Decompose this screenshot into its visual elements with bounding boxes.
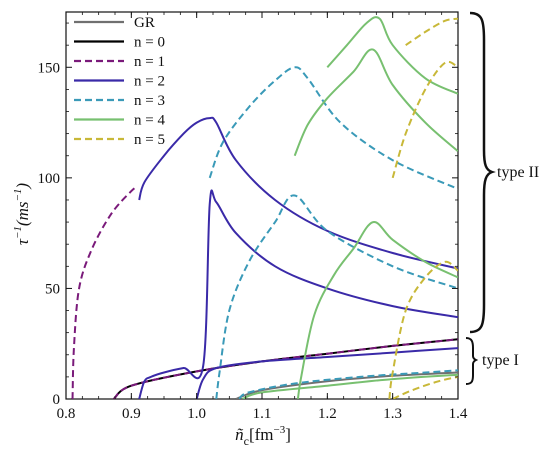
- x-axis-label: ñc[fm−3]: [235, 424, 291, 448]
- type-i-bracket: type I: [465, 337, 519, 385]
- y-axis-label: τ−1(ms−1): [12, 183, 32, 246]
- legend-label: n = 5: [134, 132, 165, 148]
- series-line-6: [195, 347, 458, 399]
- legend-label: GR: [134, 15, 155, 31]
- series-line-8: [208, 66, 458, 190]
- series-line-5: [138, 116, 458, 270]
- series-line-10: [296, 221, 458, 399]
- svg-text:τ−1(ms−1): τ−1(ms−1): [12, 183, 32, 246]
- series-line-15: [391, 60, 458, 179]
- y-tick-label: 50: [45, 281, 60, 297]
- legend-label: n = 4: [134, 113, 165, 129]
- series-line-12: [326, 16, 458, 95]
- x-tick-label: 0.9: [122, 406, 141, 422]
- series-line-14: [388, 260, 458, 399]
- legend-label: n = 2: [134, 74, 165, 90]
- y-tick-label: 100: [38, 171, 61, 187]
- series-layer: [71, 16, 458, 399]
- series-line-16: [405, 17, 458, 47]
- x-tick-label: 0.8: [57, 406, 76, 422]
- y-tick-label: 150: [38, 60, 61, 76]
- series-line-7: [215, 194, 458, 399]
- series-line-13: [242, 373, 458, 399]
- svg-text:ñc[fm−3]: ñc[fm−3]: [235, 424, 291, 448]
- legend-label: n = 3: [134, 93, 165, 109]
- type-ii-bracket: type II: [469, 11, 539, 334]
- series-line-11: [293, 48, 458, 157]
- x-tick-label: 1.2: [318, 406, 337, 422]
- legend-label: n = 1: [134, 54, 165, 70]
- legend-label: n = 0: [134, 35, 165, 51]
- y-tick-label: 0: [53, 392, 61, 408]
- series-line-9: [238, 369, 458, 399]
- type-ii-label: type II: [497, 164, 539, 181]
- series-line-3: [71, 185, 139, 399]
- series-line-17: [392, 375, 458, 399]
- x-tick-label: 1.4: [449, 406, 468, 422]
- legend: GR n = 0 n = 1 n = 2 n = 3 n = 4 n = 5: [74, 15, 165, 148]
- x-tick-label: 1.3: [383, 406, 402, 422]
- ticks-layer: 0.8 0.9 1.0 1.1 1.2 1.3 1.4 0 50 100 150: [38, 12, 468, 422]
- x-tick-label: 1.1: [253, 406, 272, 422]
- series-line-4: [138, 189, 458, 399]
- x-tick-label: 1.0: [187, 406, 206, 422]
- type-i-label: type I: [482, 352, 519, 369]
